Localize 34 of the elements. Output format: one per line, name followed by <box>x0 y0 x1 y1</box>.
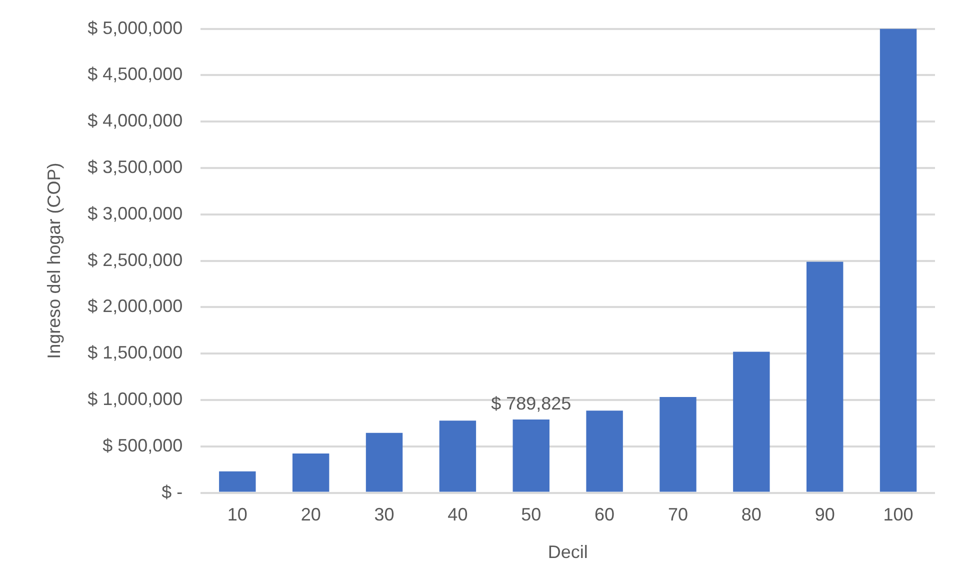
x-tick-label: 20 <box>300 504 321 525</box>
x-tick-label: 10 <box>227 504 248 525</box>
y-tick-label: $ 1,500,000 <box>88 342 183 363</box>
y-tick-label: $ 1,000,000 <box>88 388 183 409</box>
y-tick-label: $ 3,500,000 <box>88 156 183 177</box>
bar <box>660 397 696 492</box>
bar <box>880 28 917 492</box>
x-tick-label: 100 <box>883 504 914 525</box>
y-tick-label: $ 4,000,000 <box>88 110 183 131</box>
bar <box>733 352 770 492</box>
y-tick-label: $ 5,000,000 <box>88 18 183 38</box>
x-tick-label: 30 <box>374 504 394 525</box>
bar <box>219 471 256 492</box>
y-tick-label: $ 2,000,000 <box>88 296 183 316</box>
x-tick-label: 90 <box>814 504 835 525</box>
y-axis-title: Ingreso del hogar (COP) <box>44 162 64 359</box>
y-tick-label: $ 2,500,000 <box>88 250 183 270</box>
y-tick-label: $ - <box>162 482 183 502</box>
x-tick-label: 80 <box>741 504 762 525</box>
bar <box>366 432 403 492</box>
y-tick-label: $ 500,000 <box>102 435 183 456</box>
x-tick-label: 40 <box>448 504 468 525</box>
x-tick-label: 50 <box>521 504 542 525</box>
bar <box>439 420 476 492</box>
bar <box>512 420 550 492</box>
y-tick-label: $ 4,500,000 <box>88 64 183 84</box>
x-axis-title: Decil <box>548 542 588 562</box>
bar <box>586 410 623 492</box>
x-tick-label: 70 <box>668 504 688 525</box>
bar <box>292 454 330 492</box>
bar <box>806 262 844 492</box>
data-label: $ 789,825 <box>491 393 572 414</box>
y-tick-label: $ 3,000,000 <box>88 203 183 224</box>
x-tick-label: 60 <box>594 504 615 525</box>
